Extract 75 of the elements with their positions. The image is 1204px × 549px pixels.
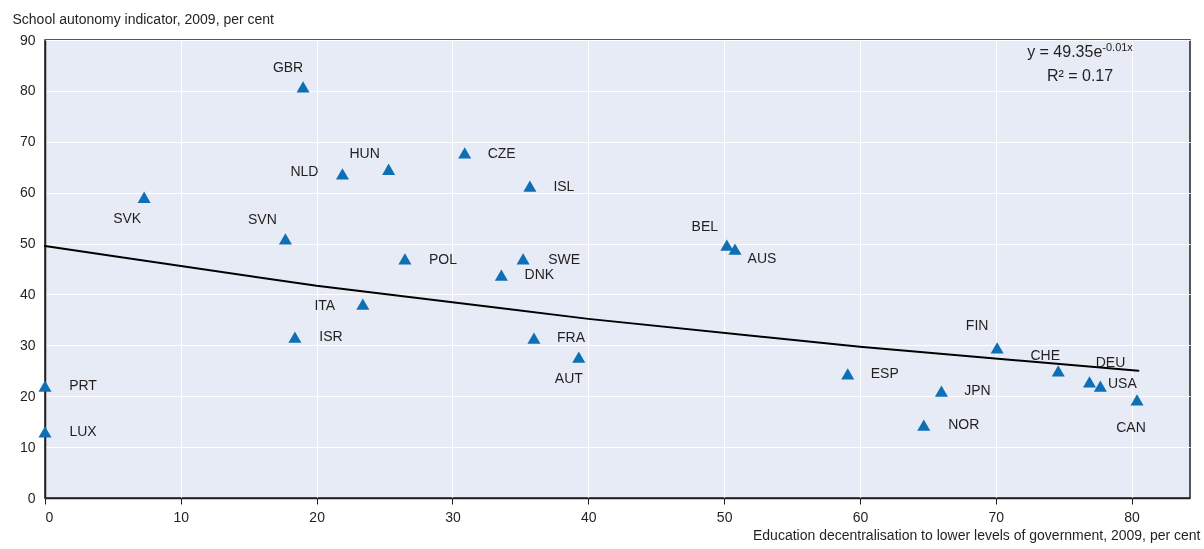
annotation: AUT	[554, 370, 584, 387]
annotation: SWE	[548, 250, 581, 267]
y-tick-label: 10	[19, 438, 36, 455]
annotation: SVN	[248, 210, 277, 227]
x-tick-label: 30	[445, 508, 461, 525]
point	[728, 243, 742, 255]
x-tick-label: 70	[988, 508, 1005, 525]
point	[296, 81, 310, 93]
y-tick-label: 80	[19, 82, 36, 99]
point	[523, 180, 537, 192]
y-tick-label: 30	[19, 336, 36, 353]
x-tick-label: 60	[852, 508, 869, 525]
annotation: BEL	[691, 218, 719, 235]
y-tick-label: 0	[27, 489, 36, 506]
point	[1130, 394, 1144, 406]
annotation: GBR	[272, 58, 304, 75]
y-tick-label: 90	[19, 31, 36, 48]
annotation: LUX	[69, 422, 98, 439]
annotation: DNK	[524, 266, 555, 283]
point	[572, 351, 586, 363]
x-tick-label: 0	[45, 508, 54, 525]
point	[1093, 380, 1107, 392]
point	[278, 233, 292, 245]
point	[1082, 376, 1097, 388]
x-tick-label: 80	[1124, 508, 1141, 525]
point	[335, 168, 349, 180]
annotation: POL	[428, 250, 458, 267]
point	[494, 269, 508, 281]
y-tick-label: 20	[19, 387, 36, 404]
annotation: NOR	[948, 416, 980, 433]
annotation: ISL	[553, 178, 575, 195]
annotation: NLD	[290, 162, 319, 179]
y-tick-label: 40	[19, 285, 36, 302]
point	[1051, 365, 1065, 377]
x-tick-label: 50	[716, 508, 733, 525]
annotation: R² = 0.17	[1046, 67, 1114, 84]
annotation: HUN	[349, 145, 380, 162]
y-tick-label: 70	[19, 133, 36, 150]
point	[38, 426, 52, 438]
x-tick-label: 20	[309, 508, 326, 525]
point	[527, 332, 541, 344]
point	[720, 239, 734, 251]
annotation: DEU	[1095, 353, 1126, 370]
annotation: JPN	[964, 382, 991, 399]
point	[356, 298, 370, 310]
y-tick-label: 50	[19, 235, 36, 252]
point	[990, 342, 1004, 354]
point	[934, 385, 948, 397]
annotation: ITA	[314, 297, 336, 314]
point	[382, 163, 396, 175]
annotation: PRT	[69, 377, 98, 394]
point	[137, 191, 151, 203]
x-axis-title: Education decentralisation to lower levels of government, 2009, per cent	[753, 526, 1201, 543]
annotation: FIN	[965, 316, 989, 333]
point	[398, 253, 412, 265]
annotation: CHE	[1030, 346, 1061, 363]
point	[288, 331, 302, 343]
x-tick-label: 10	[173, 508, 190, 525]
point	[516, 253, 530, 265]
annotation: ISR	[319, 328, 343, 345]
annotation: CAN	[1116, 418, 1146, 435]
annotation: CZE	[487, 144, 516, 161]
point	[458, 147, 472, 159]
x-tick-label: 40	[581, 508, 597, 525]
point	[841, 368, 855, 380]
point	[917, 419, 931, 431]
annotation: FRA	[556, 329, 586, 346]
annotation: ESP	[870, 364, 899, 381]
annotation: USA	[1107, 375, 1138, 392]
annotation: y = 49.35e$^{-0.01x}$	[1027, 41, 1134, 60]
annotation: SVK	[113, 210, 142, 227]
annotation: AUS	[747, 250, 777, 267]
point	[38, 380, 52, 392]
y-tick-label: 60	[19, 184, 36, 201]
y-axis-title: School autonomy indicator, 2009, per cent	[12, 10, 275, 27]
